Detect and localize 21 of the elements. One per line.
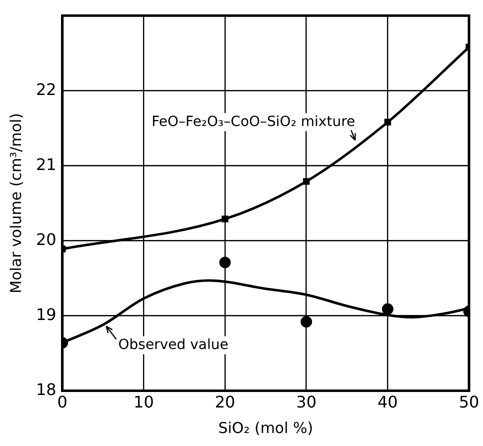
annotation: Observed value [118,336,228,353]
point [302,178,310,185]
point [382,303,394,315]
x-tick-label: 20 [214,392,236,412]
annotation: FeO–Fe₂O₃–CoO–SiO₂ mixture [152,114,356,130]
y-axis-title: Molar volume (cm³/mol) [6,113,25,294]
x-tick-label: 30 [296,392,317,412]
x-axis-title: SiO₂ (mol %) [218,418,314,437]
y-tick-label: 21 [36,154,56,174]
point [219,256,231,268]
x-tick-label: 10 [134,392,154,412]
x-tick-label: 40 [377,392,398,412]
point [222,216,228,222]
y-tick-label: 18 [36,380,56,399]
y-tick-label: 22 [36,80,56,99]
x-tick-label: 0 [57,392,68,412]
x-tick-label: 50 [458,392,480,412]
point [300,316,312,328]
y-tick-label: 20 [36,230,56,249]
point [384,118,392,126]
y-tick-label: 19 [36,304,56,324]
